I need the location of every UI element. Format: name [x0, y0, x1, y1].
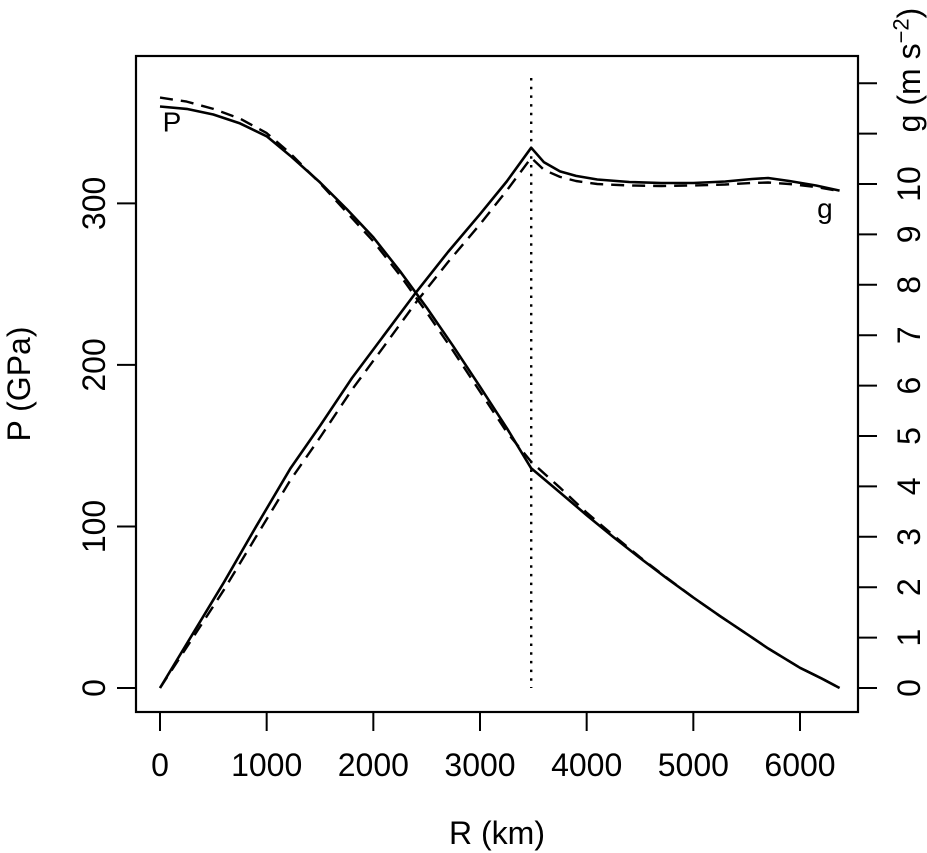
y-right-tick-label: 4 — [891, 478, 927, 496]
y-right-tick-label: 3 — [891, 528, 927, 546]
y-right-tick-label: 9 — [891, 226, 927, 244]
x-tick-label: 0 — [151, 747, 169, 783]
x-axis-title: R (km) — [449, 815, 545, 851]
curve-label-g: g — [817, 193, 833, 224]
curve-label-P: P — [163, 107, 182, 138]
y-axis-title-right-pre: g (m s — [891, 43, 927, 133]
x-tick-label: 4000 — [551, 747, 622, 783]
x-tick-label: 5000 — [658, 747, 729, 783]
y-left-tick-label: 300 — [76, 177, 112, 230]
series-pressure-solid — [159, 105, 841, 690]
y-right-tick-label: 0 — [891, 679, 927, 697]
y-right-tick-label: 2 — [891, 578, 927, 596]
series-gravity-solid — [158, 146, 840, 689]
y-right-tick-label: 7 — [891, 326, 927, 344]
x-tick-label: 6000 — [764, 747, 835, 783]
y-right-tick-label: 5 — [891, 427, 927, 445]
y-left-tick-label: 100 — [76, 500, 112, 553]
y-axis-title-left: P (GPa) — [1, 326, 37, 442]
y-right-tick-label: 1 — [891, 629, 927, 647]
y-axis-title-right-post: ) — [891, 7, 927, 19]
x-tick-label: 2000 — [338, 747, 409, 783]
y-axis-title-right: g (m s−2) — [888, 7, 927, 133]
x-tick-label: 1000 — [231, 747, 302, 783]
y-right-tick-label: 6 — [891, 377, 927, 395]
y-left-tick-label: 200 — [76, 338, 112, 391]
series-pressure-dashed — [159, 96, 841, 690]
y-axis-title-right-sup: −2 — [888, 18, 914, 44]
x-tick-label: 3000 — [444, 747, 515, 783]
y-right-tick-label: 10 — [891, 166, 927, 202]
y-left-tick-label: 0 — [76, 679, 112, 697]
y-right-tick-label: 8 — [891, 276, 927, 294]
series-gravity-dashed — [158, 156, 840, 689]
plot-frame — [134, 54, 860, 714]
